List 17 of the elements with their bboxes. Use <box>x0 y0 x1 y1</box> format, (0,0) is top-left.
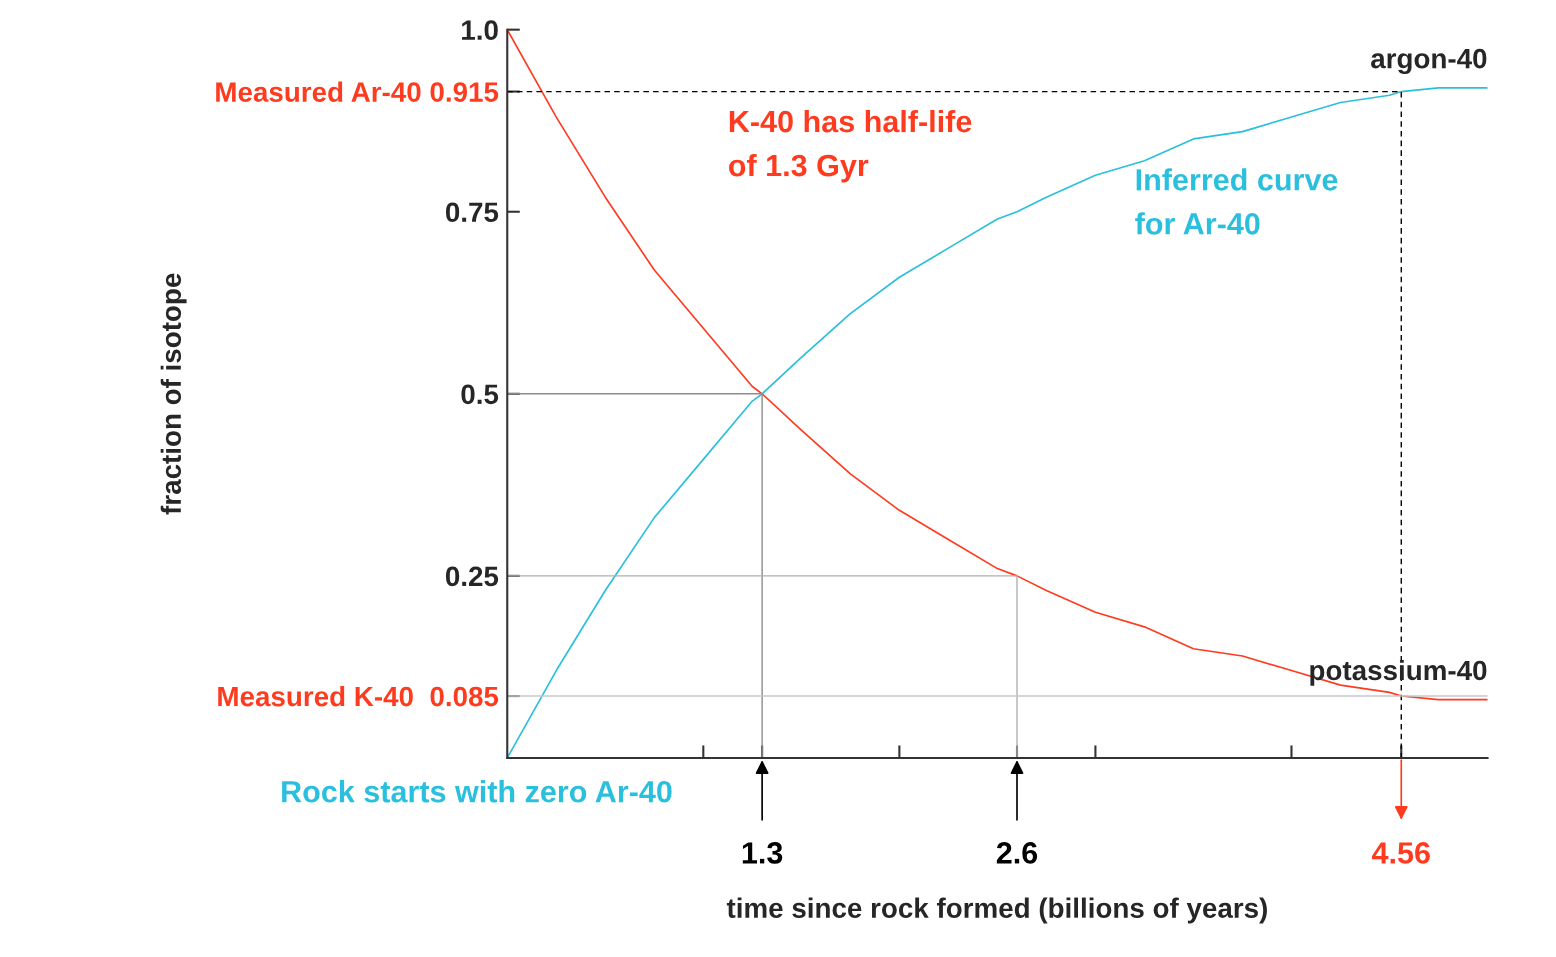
x-tick-label: 4.56 <box>1372 842 1430 864</box>
line-series <box>507 29 1488 701</box>
x-tick-label: 1.3 <box>742 842 783 864</box>
series-label: argon-40 <box>1371 48 1487 75</box>
series-label: potassium-40 <box>1310 659 1487 686</box>
y-axis-title: fraction of isotope <box>160 273 187 515</box>
y-tick-label: Measured K-40 0.085 <box>218 685 499 707</box>
text: Rock starts with zero Ar-40 <box>282 780 672 803</box>
y-tick-label: 0.5 <box>461 384 499 405</box>
y-tick-label: 1.0 <box>462 20 498 41</box>
y-tick-label: Measured Ar-40 0.915 <box>216 81 499 102</box>
y-tick-label: 0.25 <box>445 566 499 587</box>
annotation: K-40 has half-life of 1.3 Gyr <box>729 109 972 183</box>
y-tick-label: 0.75 <box>445 202 499 223</box>
annotation: Inferred curve for Ar-40 <box>1135 168 1338 235</box>
x-axis-title: time since rock formed (billions of years) <box>726 897 1267 924</box>
x-tick-label: 2.6 <box>996 842 1038 864</box>
